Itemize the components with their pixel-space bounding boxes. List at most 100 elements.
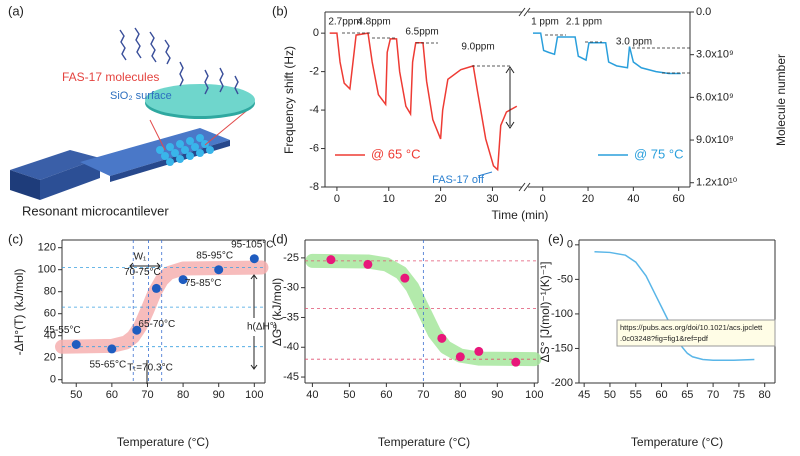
height-arrow	[250, 274, 258, 370]
x-tick-label: 60	[106, 389, 118, 401]
annotation: h(ΔH°)	[247, 322, 277, 333]
x-tick-label: 10	[383, 193, 395, 205]
x-tick-label: 45	[578, 389, 590, 401]
panel-label: (a)	[8, 3, 24, 18]
chart-panel: 0 20 40 60 0.0 3.0x10⁹ 6.0x10⁹ 9.0x10⁹ 1.2x10¹⁰ M…	[528, 6, 788, 205]
y-tick-label: -2	[309, 66, 319, 78]
y-tick-label: -6	[309, 142, 319, 154]
surface-label: SiO₂ surface	[110, 90, 172, 102]
x-tick-label: 60	[655, 389, 667, 401]
cantilever-base-front	[40, 158, 100, 200]
y-tick-label: -100	[551, 308, 573, 320]
panel-label: (e)	[548, 231, 564, 246]
data-point	[151, 283, 161, 293]
point-label: 95-105°C	[231, 239, 273, 250]
data-line	[329, 32, 518, 172]
y-tick-label: 40	[44, 330, 56, 342]
data-point	[214, 265, 224, 275]
x-tick-label: 90	[491, 389, 503, 401]
y-axis-label: -ΔH°(T) (kJ/mol)	[12, 269, 26, 356]
chart-panel: 40 50 60 70 80 90 100 -45 -40 -35 -30 -25 Temperatur…	[270, 239, 543, 449]
x-tick-label: 100	[245, 389, 263, 401]
annotation: 2.7ppm	[328, 17, 361, 28]
data-point	[400, 273, 410, 283]
tooltip-text: .0c03248?fig=fig1&ref=pdf	[620, 334, 709, 343]
annotation: 4.8ppm	[357, 17, 390, 28]
point-label: 75-85°C	[185, 278, 222, 289]
cantilever-base-side	[10, 170, 40, 200]
x-tick-label: 65	[681, 389, 693, 401]
x-tick-label: 30	[486, 193, 498, 205]
annotation: Tₜ=70.3°C	[127, 363, 173, 374]
x-tick-label: 70	[141, 389, 153, 401]
cantilever-base-top	[10, 150, 100, 180]
y-tick-label: -40	[283, 341, 299, 353]
y2-tick-label: 3.0x10⁹	[696, 49, 734, 61]
cantilever-label: Resonant microcantilever	[22, 203, 169, 218]
sphere-array	[156, 134, 214, 166]
x-axis-label: Time (min)	[492, 208, 549, 222]
x-tick-label: 60	[673, 193, 685, 205]
y2-tick-label: 9.0x10⁹	[696, 134, 734, 146]
y-tick-label: -35	[283, 311, 299, 323]
arrow-head	[505, 66, 515, 129]
y-tick-label: 0	[567, 239, 573, 251]
y-tick-label: -200	[551, 377, 573, 389]
x-tick-label: 80	[759, 389, 771, 401]
data-point	[437, 333, 447, 343]
x-axis-label: Temperature (°C)	[117, 435, 209, 449]
annotation: W₁	[134, 252, 147, 263]
annotation: 6.5ppm	[405, 27, 438, 38]
x-tick-label: 55	[630, 389, 642, 401]
x-axis-label: Temperature (°C)	[631, 435, 723, 449]
x-tick-label: 50	[70, 389, 82, 401]
y-axis-label: Frequency shift (Hz)	[282, 46, 296, 154]
data-point	[178, 275, 188, 285]
cantilever-illustration	[10, 27, 255, 200]
legend-label: @ 75 °C	[634, 146, 683, 161]
x-tick-label: 90	[213, 389, 225, 401]
y2-axis-label: Molecule number	[774, 54, 788, 146]
x-tick-label: 60	[380, 389, 392, 401]
x-tick-label: 50	[604, 389, 616, 401]
data-point	[107, 344, 117, 354]
panel-label: (b)	[272, 3, 288, 18]
annotation: 9.0ppm	[461, 42, 494, 53]
width-arrow	[129, 262, 161, 270]
chart-panel: 50 60 70 80 90 100 0 20 40 60 80 100 120 Temperature …	[12, 239, 277, 449]
y-axis-label: ΔS° [J(mol)⁻¹(K)⁻¹]	[538, 262, 552, 363]
y-tick-label: -30	[283, 282, 299, 294]
y-tick-label: 100	[38, 264, 56, 276]
y-tick-label: 120	[38, 242, 56, 254]
y-tick-label: 0	[313, 27, 319, 39]
point-label: 70-75°C	[124, 267, 161, 278]
y2-tick-label: 6.0x10⁹	[696, 91, 734, 103]
x-tick-label: 70	[707, 389, 719, 401]
x-tick-label: 75	[733, 389, 745, 401]
tooltip-text: https://pubs.acs.org/doi/10.1021/acs.jpc…	[620, 323, 763, 332]
y-tick-label: 80	[44, 286, 56, 298]
zoom-line	[149, 119, 166, 151]
x-tick-label: 40	[627, 193, 639, 205]
data-point	[249, 254, 259, 264]
y-tick-label: -45	[283, 371, 299, 383]
data-point	[132, 325, 142, 335]
x-tick-label: 80	[454, 389, 466, 401]
annotation: FAS-17 off	[432, 174, 485, 186]
y2-tick-label: 0.0	[696, 6, 711, 18]
annotation: 2.1 ppm	[566, 17, 602, 28]
y-tick-label: 20	[44, 352, 56, 364]
y-tick-label: 60	[44, 308, 56, 320]
x-tick-label: 50	[343, 389, 355, 401]
y-tick-label: -150	[551, 342, 573, 354]
point-label: 85-95°C	[196, 250, 233, 261]
x-tick-label: 100	[525, 389, 543, 401]
axis-break	[518, 7, 531, 192]
x-tick-label: 0	[334, 193, 340, 205]
y-tick-label: -25	[283, 252, 299, 264]
tooltip-box	[616, 319, 776, 347]
point-label: 55-65°C	[89, 360, 126, 371]
chart-panel: 0 10 20 30 -8 -6 -4 -2 0 Time (min) Frequency shif…	[282, 11, 549, 222]
point-label: 45-55°C	[44, 325, 81, 336]
fit-band	[305, 253, 542, 367]
